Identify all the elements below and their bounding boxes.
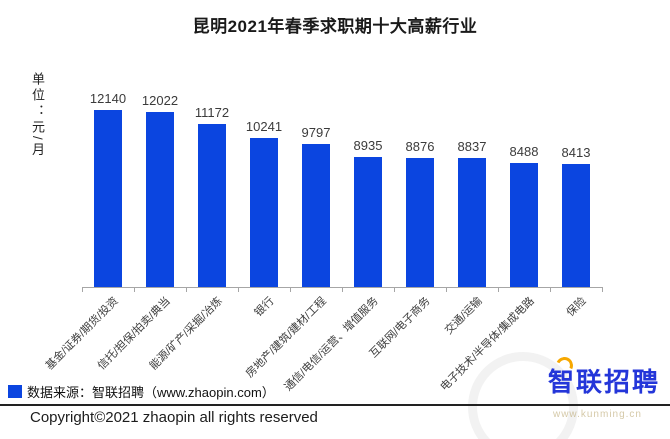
bar: [562, 164, 590, 287]
bar: [94, 110, 122, 287]
x-axis-tick: [186, 288, 187, 292]
value-label: 10241: [245, 119, 283, 134]
bar: [458, 158, 486, 287]
bar: [354, 157, 382, 287]
data-source-legend: 数据来源：智联招聘（www.zhaopin.com）: [8, 382, 275, 401]
x-axis-tick: [290, 288, 291, 292]
value-label: 12140: [89, 91, 127, 106]
value-label: 8876: [405, 139, 435, 154]
x-axis-tick: [602, 288, 603, 292]
value-label: 8488: [509, 144, 539, 159]
y-axis-unit-label: 单位：元/月: [30, 72, 45, 159]
value-label: 8935: [353, 138, 383, 153]
x-axis-tick: [134, 288, 135, 292]
watermark-circle: [468, 352, 578, 439]
watermark-url-text: www.kunming.cn: [552, 409, 642, 420]
category-label: 银行: [252, 295, 277, 320]
x-axis-tick: [550, 288, 551, 292]
x-axis-tick: [342, 288, 343, 292]
zhaopin-logo: 智联招聘: [547, 354, 660, 399]
category-label: 保险: [564, 295, 589, 320]
chart-title: 昆明2021年春季求职期十大高薪行业: [192, 17, 478, 36]
bar: [198, 124, 226, 287]
x-axis-tick: [238, 288, 239, 292]
x-axis-tick: [394, 288, 395, 292]
x-axis-tick: [82, 288, 83, 292]
value-label: 8837: [457, 139, 487, 154]
bar: [250, 138, 278, 287]
value-label: 9797: [301, 125, 331, 140]
x-axis-tick: [498, 288, 499, 292]
logo-text: 智联招聘: [547, 367, 660, 397]
copyright-text: Copyright©2021 zhaopin all rights reserv…: [30, 409, 318, 426]
bar: [510, 163, 538, 287]
value-label: 8413: [561, 145, 591, 160]
legend-text: 数据来源：智联招聘（www.zhaopin.com）: [27, 385, 275, 400]
value-label: 12022: [141, 93, 179, 108]
category-label: 交通/运输: [442, 295, 485, 337]
x-axis-line: [82, 287, 603, 288]
value-label: 11172: [194, 105, 230, 120]
bar: [406, 158, 434, 287]
bar: [302, 144, 330, 287]
legend-swatch: [8, 385, 22, 398]
category-label: 通信/电信/运营、增值服务: [282, 295, 381, 394]
footer-divider: [0, 404, 670, 406]
x-axis-tick: [446, 288, 447, 292]
bar: [146, 112, 174, 287]
